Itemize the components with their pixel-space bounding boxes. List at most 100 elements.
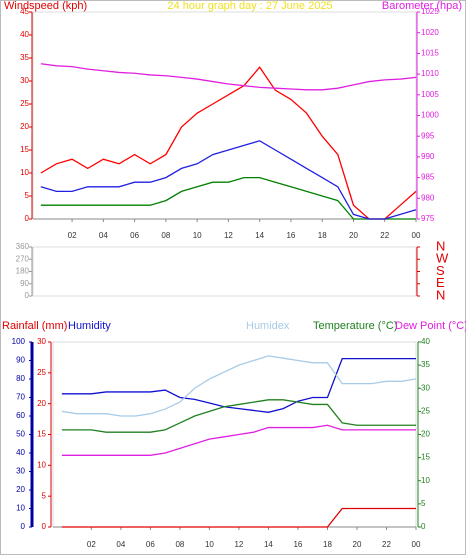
y-tick-label: 100	[12, 337, 26, 346]
series-line	[40, 66, 417, 220]
y2-tick-label: 15	[421, 453, 430, 462]
x-tick-label: 06	[130, 231, 139, 240]
x-tick-label: 08	[175, 540, 184, 549]
x-tick-label: 08	[161, 231, 170, 240]
series-line	[61, 399, 416, 433]
y-tick-label: 45	[20, 7, 29, 16]
x-tick-label: 18	[323, 540, 332, 549]
y-tick-label: 40	[20, 30, 29, 39]
y2-tick-label: 985	[421, 173, 435, 182]
series-line	[61, 357, 416, 413]
y-tick-label: 60	[16, 411, 25, 420]
y-tick-label: 0	[25, 214, 30, 223]
y-tick-label: 30	[16, 467, 25, 476]
y3-tick-label: 5	[42, 491, 47, 500]
x-tick-label: 22	[382, 540, 391, 549]
y-tick-label: 0	[25, 291, 30, 300]
y2-tick-label: 1025	[421, 7, 439, 16]
y2-tick-label: 975	[421, 214, 435, 223]
x-tick-label: 20	[349, 231, 358, 240]
x-tick-label: 12	[234, 540, 243, 549]
y-tick-label: 10	[16, 504, 25, 513]
y3-tick-label: 0	[42, 522, 47, 531]
series-label: Humidex	[246, 320, 290, 332]
y-tick-label: 90	[20, 279, 29, 288]
y-tick-label: 25	[20, 99, 29, 108]
y2-tick-label: 10	[421, 476, 430, 485]
y2-tick-label: 35	[421, 360, 430, 369]
x-tick-label: 00	[412, 540, 421, 549]
x-tick-label: 10	[193, 231, 202, 240]
y2-axis-title: Barometer (hpa)	[382, 0, 462, 12]
series-label: Humidity	[68, 320, 111, 332]
y2-tick-label: 990	[421, 152, 435, 161]
y-tick-label: 30	[20, 76, 29, 85]
chart-title: 24 hour graph day : 27 June 2025	[167, 0, 332, 12]
series-label: Dew Point (°C)	[395, 320, 466, 332]
y-tick-label: 70	[16, 393, 25, 402]
y-tick-label: 90	[16, 356, 25, 365]
y-tick-label: 10	[20, 168, 29, 177]
y2-tick-label: 40	[421, 337, 430, 346]
y-tick-label: 50	[16, 430, 25, 439]
x-tick-label: 04	[99, 231, 108, 240]
series-line	[61, 507, 416, 528]
y-tick-label: 360	[16, 242, 30, 251]
y3-tick-label: 15	[37, 430, 46, 439]
x-tick-label: 16	[286, 231, 295, 240]
y-tick-label: 0	[21, 522, 26, 531]
y2-tick-label: S	[436, 263, 445, 278]
y-tick-label: 180	[16, 267, 30, 276]
series-label: Rainfall (mm)	[2, 320, 67, 332]
y-axis-title: Windspeed (kph)	[4, 0, 87, 12]
y2-tick-label: W	[436, 251, 449, 266]
x-tick-label: 02	[68, 231, 77, 240]
y3-tick-label: 25	[37, 368, 46, 377]
x-tick-label: 20	[353, 540, 362, 549]
y2-tick-label: N	[436, 287, 445, 302]
x-tick-label: 18	[318, 231, 327, 240]
x-tick-label: 16	[293, 540, 302, 549]
x-tick-label: 12	[224, 231, 233, 240]
y2-tick-label: 995	[421, 131, 435, 140]
y-tick-label: 35	[20, 53, 29, 62]
series-line	[40, 140, 417, 220]
x-tick-label: 04	[116, 540, 125, 549]
y-tick-label: 20	[20, 122, 29, 131]
y-tick-label: 15	[20, 145, 29, 154]
y2-tick-label: 1010	[421, 69, 439, 78]
y2-tick-label: 1015	[421, 49, 439, 58]
y2-tick-label: E	[436, 275, 445, 290]
series-line	[40, 63, 417, 91]
series-line	[40, 176, 416, 220]
y2-tick-label: 1000	[421, 111, 439, 120]
y3-tick-label: 10	[37, 460, 46, 469]
x-tick-label: 02	[87, 540, 96, 549]
y-tick-label: 20	[16, 485, 25, 494]
y2-tick-label: 5	[421, 499, 426, 508]
y2-tick-label: 1005	[421, 90, 439, 99]
series-line	[61, 355, 417, 417]
series-line	[61, 424, 416, 456]
y-tick-label: 40	[16, 448, 25, 457]
y2-tick-label: 980	[421, 193, 435, 202]
y3-tick-label: 30	[37, 337, 46, 346]
y2-tick-label: 0	[421, 522, 426, 531]
y-tick-label: 5	[25, 191, 30, 200]
y2-tick-label: 25	[421, 406, 430, 415]
y2-tick-label: 30	[421, 383, 430, 392]
x-tick-label: 14	[264, 540, 273, 549]
y2-tick-label: 20	[421, 430, 430, 439]
y3-tick-label: 20	[37, 399, 46, 408]
y2-tick-label: 1020	[421, 28, 439, 37]
x-tick-label: 00	[412, 231, 421, 240]
series-label: Temperature (°C)	[313, 320, 397, 332]
x-tick-label: 10	[205, 540, 214, 549]
y-tick-label: 80	[16, 374, 25, 383]
y-tick-label: 270	[16, 254, 30, 263]
x-tick-label: 06	[146, 540, 155, 549]
plot-area	[32, 246, 417, 297]
x-tick-label: 14	[255, 231, 264, 240]
